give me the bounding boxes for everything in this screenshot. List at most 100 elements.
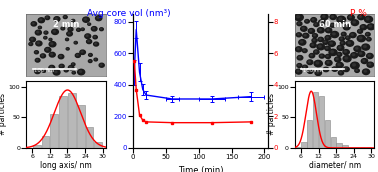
Circle shape bbox=[40, 54, 45, 58]
Circle shape bbox=[309, 70, 311, 72]
Bar bbox=[50, 114, 58, 148]
Circle shape bbox=[36, 41, 42, 46]
Circle shape bbox=[54, 17, 60, 21]
Circle shape bbox=[64, 69, 68, 72]
Circle shape bbox=[336, 62, 343, 68]
Circle shape bbox=[349, 16, 352, 18]
Bar bbox=[33, 145, 41, 148]
Circle shape bbox=[297, 64, 302, 67]
Circle shape bbox=[61, 27, 65, 30]
Circle shape bbox=[314, 23, 319, 26]
Circle shape bbox=[40, 19, 42, 21]
Circle shape bbox=[302, 27, 304, 29]
Circle shape bbox=[311, 44, 314, 46]
Circle shape bbox=[341, 32, 346, 36]
Circle shape bbox=[343, 50, 349, 55]
Circle shape bbox=[356, 70, 358, 71]
Circle shape bbox=[67, 32, 73, 36]
Bar bbox=[313, 92, 318, 148]
Circle shape bbox=[316, 72, 319, 73]
Circle shape bbox=[327, 29, 329, 31]
Circle shape bbox=[357, 35, 366, 42]
Circle shape bbox=[355, 69, 359, 72]
Circle shape bbox=[330, 23, 335, 27]
Circle shape bbox=[362, 26, 364, 28]
Circle shape bbox=[75, 42, 76, 43]
Circle shape bbox=[304, 66, 305, 67]
Circle shape bbox=[323, 67, 329, 72]
Circle shape bbox=[84, 18, 87, 20]
Circle shape bbox=[319, 38, 321, 40]
Text: 100 nm: 100 nm bbox=[303, 68, 324, 73]
Circle shape bbox=[306, 20, 307, 22]
Circle shape bbox=[332, 67, 338, 71]
Circle shape bbox=[326, 47, 328, 49]
Circle shape bbox=[66, 48, 69, 50]
Circle shape bbox=[80, 50, 85, 54]
Circle shape bbox=[330, 42, 332, 44]
Bar bbox=[59, 96, 67, 148]
X-axis label: long axis/ nm: long axis/ nm bbox=[40, 160, 92, 170]
Bar bbox=[366, 147, 371, 148]
Circle shape bbox=[38, 26, 42, 29]
Circle shape bbox=[330, 14, 336, 19]
Circle shape bbox=[364, 45, 366, 47]
Circle shape bbox=[347, 37, 348, 38]
Circle shape bbox=[58, 55, 64, 59]
Bar bbox=[336, 143, 342, 148]
Circle shape bbox=[55, 18, 57, 19]
Circle shape bbox=[301, 41, 303, 43]
Circle shape bbox=[346, 40, 353, 46]
Circle shape bbox=[100, 28, 103, 31]
Circle shape bbox=[97, 17, 99, 19]
Circle shape bbox=[66, 39, 67, 40]
Circle shape bbox=[88, 53, 92, 56]
Circle shape bbox=[35, 69, 40, 74]
Circle shape bbox=[77, 29, 79, 30]
Bar bbox=[85, 127, 93, 148]
Circle shape bbox=[321, 14, 328, 20]
Circle shape bbox=[361, 58, 368, 63]
X-axis label: Time (min): Time (min) bbox=[178, 166, 223, 172]
Circle shape bbox=[314, 60, 322, 67]
Circle shape bbox=[345, 68, 347, 70]
Circle shape bbox=[345, 26, 347, 28]
Circle shape bbox=[79, 71, 82, 72]
Circle shape bbox=[342, 33, 344, 34]
Circle shape bbox=[68, 27, 73, 31]
Circle shape bbox=[358, 51, 365, 57]
Circle shape bbox=[369, 63, 371, 65]
Circle shape bbox=[314, 50, 319, 54]
Circle shape bbox=[340, 41, 345, 45]
Circle shape bbox=[304, 50, 305, 51]
Circle shape bbox=[95, 43, 96, 44]
Circle shape bbox=[297, 48, 299, 50]
Circle shape bbox=[64, 16, 65, 17]
Text: Avg core vol (nm³): Avg core vol (nm³) bbox=[87, 9, 170, 18]
Circle shape bbox=[53, 30, 56, 32]
Circle shape bbox=[326, 37, 328, 38]
Bar bbox=[325, 120, 330, 148]
Circle shape bbox=[347, 15, 354, 20]
Circle shape bbox=[33, 23, 34, 24]
Circle shape bbox=[81, 51, 83, 53]
Circle shape bbox=[34, 51, 39, 54]
Circle shape bbox=[88, 60, 92, 63]
Circle shape bbox=[332, 16, 334, 17]
Circle shape bbox=[77, 69, 85, 75]
Bar bbox=[342, 146, 347, 148]
Circle shape bbox=[338, 53, 340, 55]
Circle shape bbox=[355, 47, 358, 49]
Circle shape bbox=[313, 39, 315, 41]
Circle shape bbox=[43, 70, 44, 71]
Circle shape bbox=[359, 30, 361, 32]
Circle shape bbox=[325, 36, 331, 40]
Circle shape bbox=[30, 37, 36, 42]
Circle shape bbox=[94, 42, 99, 46]
Circle shape bbox=[364, 70, 367, 72]
Circle shape bbox=[93, 35, 97, 39]
Circle shape bbox=[100, 64, 102, 66]
Circle shape bbox=[36, 70, 38, 72]
Circle shape bbox=[308, 61, 310, 63]
Circle shape bbox=[68, 66, 74, 70]
